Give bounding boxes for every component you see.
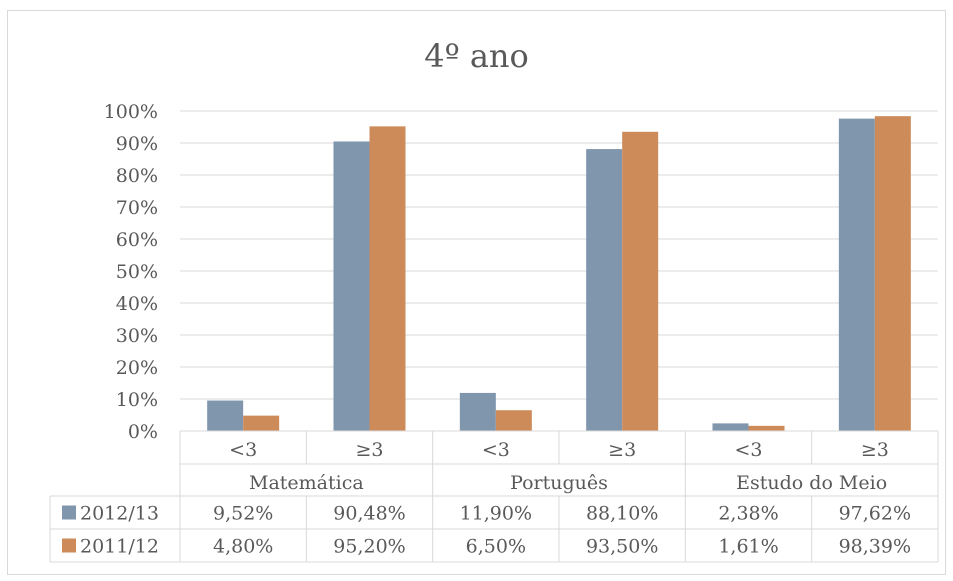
y-tick-label: 10% [116, 389, 158, 411]
x-category-label: ≥3 [861, 439, 889, 461]
y-tick-label: 80% [116, 165, 158, 187]
bar-2011-12 [748, 425, 785, 431]
y-tick-label: 0% [128, 421, 158, 443]
x-category-label: ≥3 [608, 439, 636, 461]
y-tick-label: 20% [116, 357, 158, 379]
legend-swatch [62, 538, 76, 553]
data-table-value: 11,90% [460, 503, 532, 525]
bar-2012-13 [586, 149, 623, 431]
data-table-value: 9,52% [213, 503, 273, 525]
data-table-value: 1,61% [718, 536, 778, 558]
group-label: Matemática [249, 472, 364, 494]
y-tick-label: 90% [116, 133, 158, 155]
data-table-value: 6,50% [466, 536, 526, 558]
data-table-value: 90,48% [333, 503, 405, 525]
bar-2012-13 [712, 423, 749, 431]
legend-swatch [62, 505, 76, 520]
group-label: Estudo do Meio [736, 472, 887, 494]
x-category-label: <3 [482, 439, 510, 461]
bar-2011-12 [495, 410, 532, 431]
data-table-value: 98,39% [839, 536, 911, 558]
x-category-label: <3 [229, 439, 257, 461]
bar-2011-12 [369, 126, 406, 432]
y-tick-label: 30% [116, 325, 158, 347]
x-category-label: ≥3 [355, 439, 383, 461]
bar-2011-12 [874, 116, 911, 431]
bar-2012-13 [838, 118, 875, 431]
y-tick-label: 100% [104, 101, 158, 123]
bar-2011-12 [622, 131, 659, 432]
chart-frame [7, 10, 946, 575]
legend-series-name: 2012/13 [80, 503, 159, 525]
data-table-value: 4,80% [213, 536, 273, 558]
data-table-value: 97,62% [839, 503, 911, 525]
x-category-label: <3 [734, 439, 762, 461]
y-tick-label: 40% [116, 293, 158, 315]
y-tick-label: 50% [116, 261, 158, 283]
bar-2012-13 [207, 400, 244, 431]
data-table-value: 88,10% [586, 503, 658, 525]
bar-2011-12 [243, 415, 280, 431]
chart-title: 4º ano [424, 37, 529, 75]
y-tick-label: 70% [116, 197, 158, 219]
legend-series-name: 2011/12 [80, 536, 159, 558]
data-table-value: 95,20% [333, 536, 405, 558]
data-table-value: 93,50% [586, 536, 658, 558]
bar-2012-13 [333, 141, 370, 432]
group-label: Português [510, 472, 608, 494]
bar-2012-13 [459, 392, 496, 431]
data-table-value: 2,38% [718, 503, 778, 525]
y-tick-label: 60% [116, 229, 158, 251]
